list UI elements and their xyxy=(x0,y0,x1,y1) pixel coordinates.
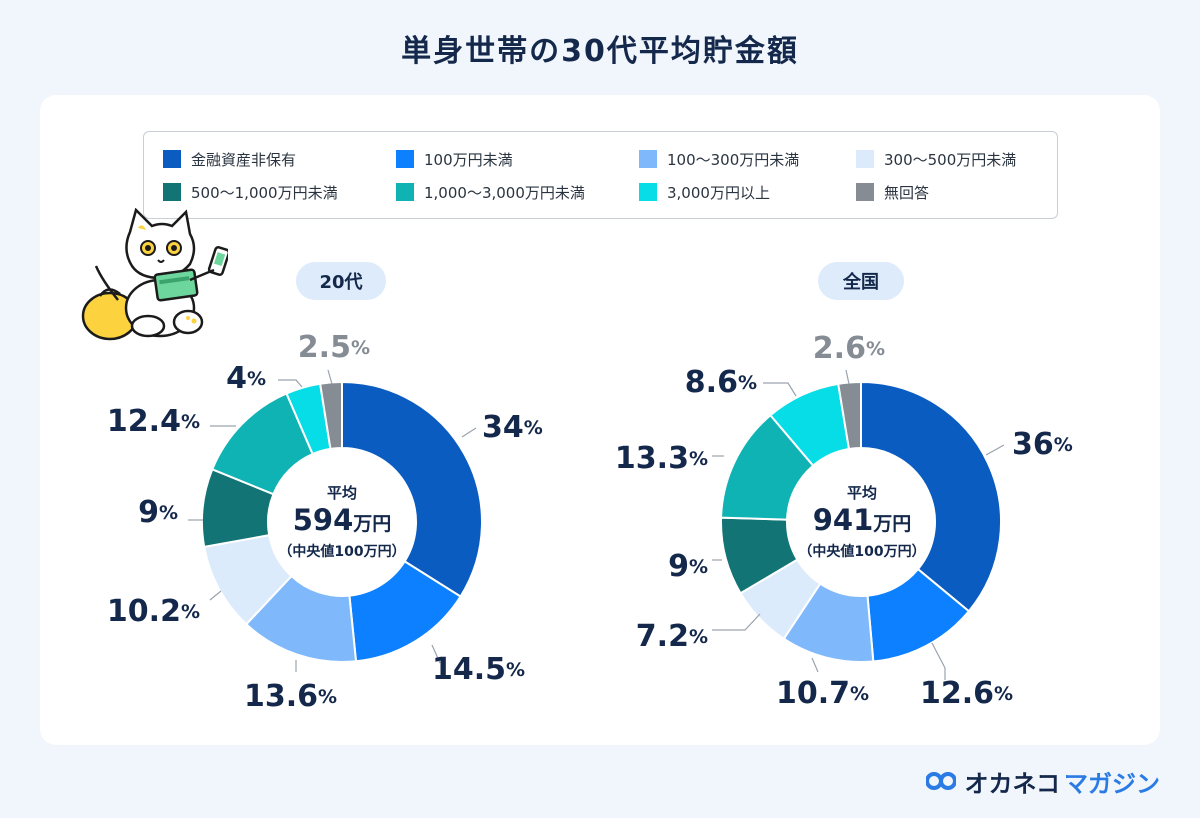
data-label-20s-1: 14.5% xyxy=(432,652,525,687)
donut-chart-20s: 34% 14.5% 13.6% 10.2% 9% 12.4% 4% 2.5% xyxy=(107,330,543,714)
chart-title-20s: 20代 xyxy=(296,262,386,300)
data-label-20s-6: 4% xyxy=(226,361,266,396)
center-summary-national: 平均 941万円 （中央値100万円） xyxy=(777,482,947,561)
legend-label: 100万円未満 xyxy=(424,150,513,169)
leader-line-national-3 xyxy=(712,613,761,631)
leader-line-20s-6 xyxy=(278,379,303,388)
donut-slice-20s-0 xyxy=(341,380,483,598)
center-value: 941万円 xyxy=(777,503,947,541)
legend: 金融資産非保有 100万円未満 100〜300万円未満 300〜500万円未満 … xyxy=(143,131,1058,219)
legend-label: 無回答 xyxy=(884,183,930,202)
data-label-20s-2: 13.6% xyxy=(244,679,337,714)
legend-item: 500〜1,000万円未満 xyxy=(163,181,338,203)
leader-line-20s-0 xyxy=(461,427,477,438)
center-value: 594万円 xyxy=(257,503,427,541)
center-value-unit: 万円 xyxy=(353,513,392,535)
data-label-national-4: 9% xyxy=(668,549,708,584)
legend-swatch xyxy=(163,150,181,168)
legend-label: 100〜300万円未満 xyxy=(667,150,800,169)
center-note: （中央値100万円） xyxy=(278,544,406,560)
legend-label: 3,000万円以上 xyxy=(667,183,770,202)
data-label-national-1: 12.6% xyxy=(920,676,1013,711)
data-label-20s-7: 2.5% xyxy=(298,330,370,365)
donut-chart-national: 36% 12.6% 10.7% 7.2% 9% 13.3% 8.6% 2.6% xyxy=(615,331,1073,711)
data-label-20s-5: 12.4% xyxy=(107,404,200,439)
page-title: 単身世帯の30代平均貯金額 xyxy=(401,34,799,69)
chart-title-national: 全国 xyxy=(818,262,904,300)
legend-item: 3,000万円以上 xyxy=(639,181,770,203)
legend-item: 無回答 xyxy=(856,181,929,203)
leader-line-national-0 xyxy=(985,444,1005,456)
brand-name-part1: オカネコ xyxy=(964,769,1060,798)
legend-swatch xyxy=(163,183,181,201)
legend-swatch xyxy=(639,150,657,168)
legend-label: 500〜1,000万円未満 xyxy=(191,183,338,202)
legend-item: 300〜500万円未満 xyxy=(856,148,1016,170)
legend-swatch xyxy=(856,150,874,168)
leader-line-national-6 xyxy=(763,382,797,397)
legend-item: 1,000〜3,000万円未満 xyxy=(396,181,585,203)
legend-swatch xyxy=(396,183,414,201)
center-label: 平均 xyxy=(326,484,357,502)
center-label: 平均 xyxy=(846,484,877,502)
donut-slice-national-0 xyxy=(860,380,1002,613)
legend-item: 100万円未満 xyxy=(396,148,513,170)
leader-line-national-7 xyxy=(845,369,850,385)
leader-line-20s-7 xyxy=(327,369,333,385)
data-label-national-7: 2.6% xyxy=(813,331,885,366)
data-label-20s-3: 10.2% xyxy=(107,594,200,629)
data-label-national-6: 8.6% xyxy=(685,365,757,400)
legend-label: 金融資産非保有 xyxy=(191,150,297,169)
legend-swatch xyxy=(639,183,657,201)
leader-line-national-1 xyxy=(931,642,946,680)
brand-logo[interactable]: オカネコ マガジン xyxy=(926,763,1160,799)
brand-name-part2: マガジン xyxy=(1064,769,1160,798)
legend-swatch xyxy=(856,183,874,201)
center-note: （中央値100万円） xyxy=(798,544,926,560)
legend-label: 1,000〜3,000万円未満 xyxy=(424,183,585,202)
center-summary-20s: 平均 594万円 （中央値100万円） xyxy=(257,482,427,561)
leader-line-20s-3 xyxy=(209,590,222,601)
data-label-national-5: 13.3% xyxy=(615,441,708,476)
data-label-national-2: 10.7% xyxy=(776,676,869,711)
legend-label: 300〜500万円未満 xyxy=(884,150,1017,169)
center-value-number: 594 xyxy=(292,503,354,537)
donut-slice-national-7 xyxy=(837,380,862,451)
data-label-20s-4: 9% xyxy=(138,495,178,530)
brand-logo-icon xyxy=(926,772,957,790)
leader-line-national-2 xyxy=(811,657,819,673)
legend-swatch xyxy=(396,150,414,168)
center-value-unit: 万円 xyxy=(873,513,912,535)
leader-line-20s-1 xyxy=(431,644,441,664)
cat-mascot-illustration xyxy=(81,208,228,341)
legend-item: 金融資産非保有 xyxy=(163,148,296,170)
data-label-national-3: 7.2% xyxy=(636,619,708,654)
center-value-number: 941 xyxy=(812,503,874,537)
data-label-20s-0: 34% xyxy=(482,410,543,445)
donut-slice-20s-7 xyxy=(318,380,343,451)
legend-item: 100〜300万円未満 xyxy=(639,148,799,170)
data-label-national-0: 36% xyxy=(1012,427,1073,462)
